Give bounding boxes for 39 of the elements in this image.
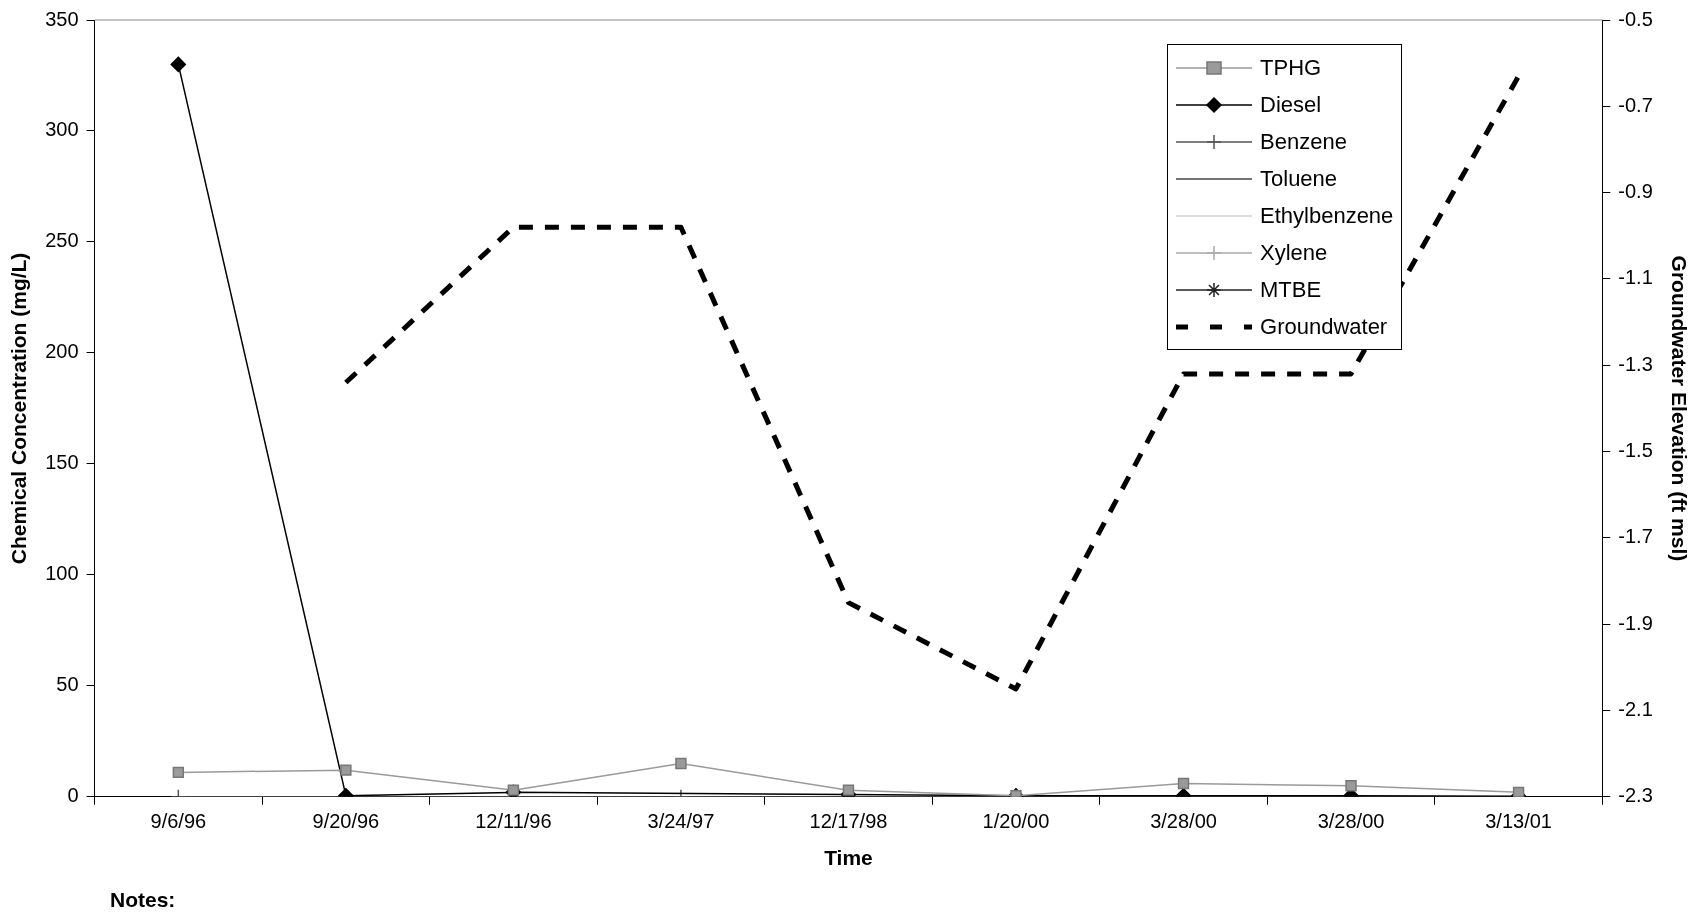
y2-tick-label: -2.1 [1618,698,1653,720]
y-tick-label: 200 [45,340,79,363]
y2-tick-label: -2.3 [1618,784,1653,807]
y2-tick-label: -0.5 [1618,7,1653,30]
x-axis-title: Time [824,846,873,870]
x-tick-label: 12/11/96 [475,810,552,833]
legend-label: Groundwater [1260,313,1388,340]
y-tick-label: 100 [45,562,79,585]
y2-axis-title: Groundwater Elevation (ft msl) [1667,255,1691,562]
x-tick-label: 3/24/97 [647,810,715,833]
legend-label: Benzene [1260,128,1347,155]
legend-label: Ethylbenzene [1260,202,1394,229]
legend-label: Toluene [1260,165,1338,192]
x-tick-label: 3/28/00 [1317,810,1385,833]
legend-label: MTBE [1260,276,1322,303]
x-tick-label: 12/17/98 [809,810,888,833]
y-tick-label: 0 [67,784,79,807]
x-tick-label: 9/6/96 [150,810,207,833]
text: Notes: [110,888,176,912]
y2-tick-label: -1.5 [1618,439,1653,462]
y-tick-label: 250 [45,229,79,252]
y2-tick-label: -1.3 [1618,352,1653,375]
x-tick-label: 1/20/00 [982,810,1050,833]
legend-label: Diesel [1260,91,1322,118]
y-axis-title: Chemical Concentration (mg/L) [7,252,31,565]
y2-tick-label: -1.9 [1618,611,1653,634]
y2-tick-label: -0.7 [1618,93,1653,116]
y-tick-label: 50 [56,673,79,696]
y2-tick-label: -1.7 [1618,525,1653,548]
y-tick-label: 300 [45,118,79,141]
y2-tick-label: -1.1 [1618,266,1653,289]
x-tick-label: 9/20/96 [312,810,380,833]
y2-tick-label: -0.9 [1618,180,1653,203]
legend-label: Xylene [1260,239,1328,266]
y-tick-label: 350 [45,7,79,30]
legend-label: TPHG [1260,54,1322,81]
y-tick-label: 150 [45,451,79,474]
x-tick-label: 3/28/00 [1150,810,1217,833]
x-tick-label: 3/13/01 [1485,810,1552,833]
